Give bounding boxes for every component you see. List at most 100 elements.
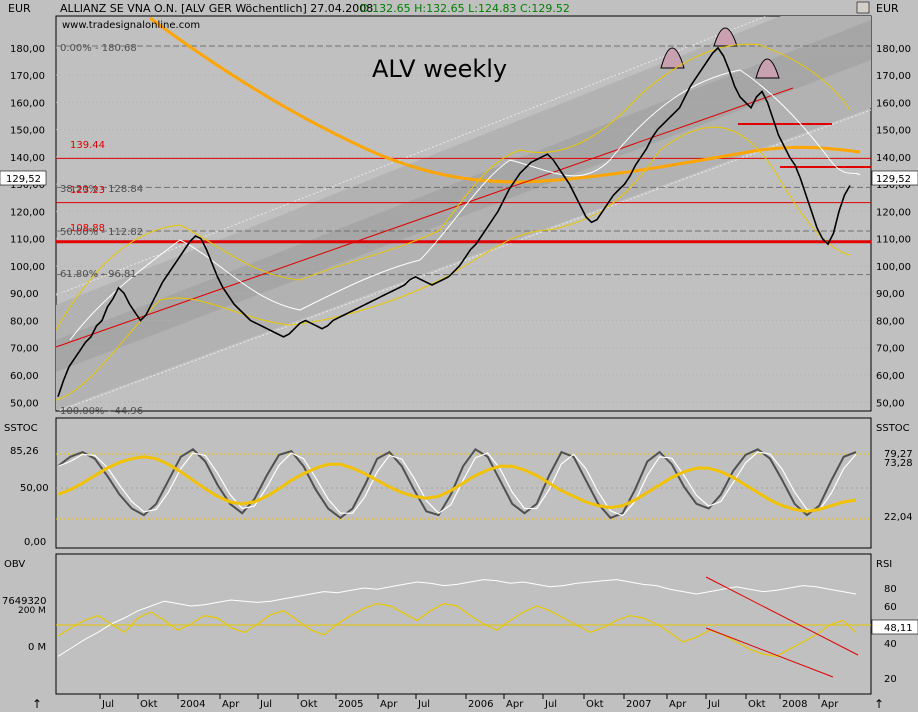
price-tick-left: 80,00 [10,316,39,327]
resistance-lines [56,157,871,244]
resistance-label-2: 123.23 [70,185,105,196]
rsi-value: 48,11 [884,623,913,634]
price-tick-right: 150,00 [876,126,911,137]
price-tick-left: 90,00 [10,289,39,300]
rsi-tick-20: 20 [884,674,897,685]
obv-rsi-panel [55,553,872,695]
bollinger-lower [56,126,851,401]
instrument-title: ALLIANZ SE VNA O.N. [ALV GER Wöchentlich… [60,2,373,15]
time-label: Apr [821,699,839,710]
price-tick-right: 60,00 [876,371,905,382]
scroll-arrow-left[interactable]: ↑ [32,697,42,711]
price-tick-left: 130,00 [10,180,45,191]
sstoc-tick-85: 85,26 [10,446,39,457]
time-label: Okt [300,699,318,710]
trend-line-red [55,87,794,348]
price-tick-right: 170,00 [876,71,911,82]
ohlc-readout: O:132.65 H:132.65 L:124.83 C:129.52 [360,2,570,15]
obv-name: OBV [4,559,25,570]
currency-label-right: EUR [876,2,899,15]
price-tick-right: 180,00 [876,44,911,55]
window-button[interactable] [856,1,870,14]
time-label: Apr [669,699,687,710]
bollinger-upper [56,43,851,331]
time-label: Jul [707,699,720,710]
rsi-value-marker [871,619,918,635]
channel-inner-band [56,20,871,372]
price-tick-left: 180,00 [10,44,45,55]
price-tick-right: 120,00 [876,207,911,218]
last-price-marker [871,170,918,186]
rsi-tick-40: 40 [884,639,897,650]
sstoc-value-r3: 22,04 [884,512,913,523]
last-price-label: 129,52 [876,174,911,185]
sstoc-tick-0: 0,00 [24,537,46,548]
price-tick-left: 150,00 [10,126,45,137]
time-label: Okt [140,699,158,710]
price-tick-left: 120,00 [10,207,45,218]
head-hump [713,27,738,47]
price-tick-right: 160,00 [876,98,911,109]
price-tick-right: 50,00 [876,398,905,409]
time-label: Apr [222,699,240,710]
resistance-label-3: 108.88 [70,223,105,234]
time-label: 2004 [180,699,205,710]
time-label: 2006 [468,699,493,710]
time-axis: Jul Okt 2004 Apr Jul Okt 2005 Apr Jul 2006 Apr Jul O… [99,694,839,710]
currency-label-left: EUR [8,2,31,15]
website-label: www.tradesignalonline.com [62,20,200,31]
time-label: Okt [748,699,766,710]
fib-label-top: 0.00% - 180.68 [60,43,137,54]
sstoc-name-right: SSTOC [876,423,910,434]
sstoc-value-r2: 73,28 [884,458,913,469]
time-label: 2007 [626,699,651,710]
price-tick-right: 90,00 [876,289,905,300]
price-series [57,46,851,398]
moving-average-white [69,69,861,341]
price-tick-right: 130,00 [876,180,911,191]
rsi-tick-60: 60 [884,602,897,613]
scroll-arrow-right[interactable]: ↑ [874,697,884,711]
sstoc-name-left: SSTOC [4,423,38,434]
fib-label-382: 38.20% - 128.84 [60,184,143,195]
sstoc-value-r1: 79,27 [884,449,913,460]
time-label: 2008 [782,699,807,710]
obv-tick-0m: 0 M [28,642,46,653]
rsi-trend-lower [705,627,834,678]
channel-lower-line [57,109,871,411]
price-tick-left: 100,00 [10,262,45,273]
time-label: Jul [259,699,272,710]
price-tick-right: 110,00 [876,235,911,246]
rsi-name: RSI [876,559,892,570]
price-axis-right: 180,00 170,00 160,00 150,00 140,00 130,00 120,… [876,44,911,409]
time-label: Apr [506,699,524,710]
sstoc-fast-series [57,447,857,520]
fib-label-50: 50.00% - 112.82 [60,227,143,238]
time-label: Jul [101,699,114,710]
time-label: Jul [417,699,430,710]
price-tick-left: 60,00 [10,371,39,382]
obv-value: 7649320 [2,596,47,607]
price-tick-right: 100,00 [876,262,911,273]
time-label: Jul [544,699,557,710]
sstoc-tick-50: 50,00 [20,483,49,494]
fib-label-618: 61.80% - 96.81 [60,269,137,280]
price-tick-right: 80,00 [876,316,905,327]
resistance-label-1: 139.44 [70,140,105,151]
price-tick-left: 110,00 [10,235,45,246]
left-shoulder-hump [660,47,685,69]
price-tick-left: 170,00 [10,71,45,82]
obv-series [57,579,857,657]
price-tick-right: 70,00 [876,344,905,355]
price-tick-right: 140,00 [876,153,911,164]
price-tick-left: 160,00 [10,98,45,109]
time-label: Okt [586,699,604,710]
time-label: Apr [380,699,398,710]
time-label: 2005 [338,699,363,710]
price-tick-left: 70,00 [10,344,39,355]
price-tick-left: 50,00 [10,398,39,409]
obv-tick-200m: 200 M [18,606,46,616]
price-axis-left: 180,00 170,00 160,00 150,00 140,00 130,00 120,… [10,44,45,409]
